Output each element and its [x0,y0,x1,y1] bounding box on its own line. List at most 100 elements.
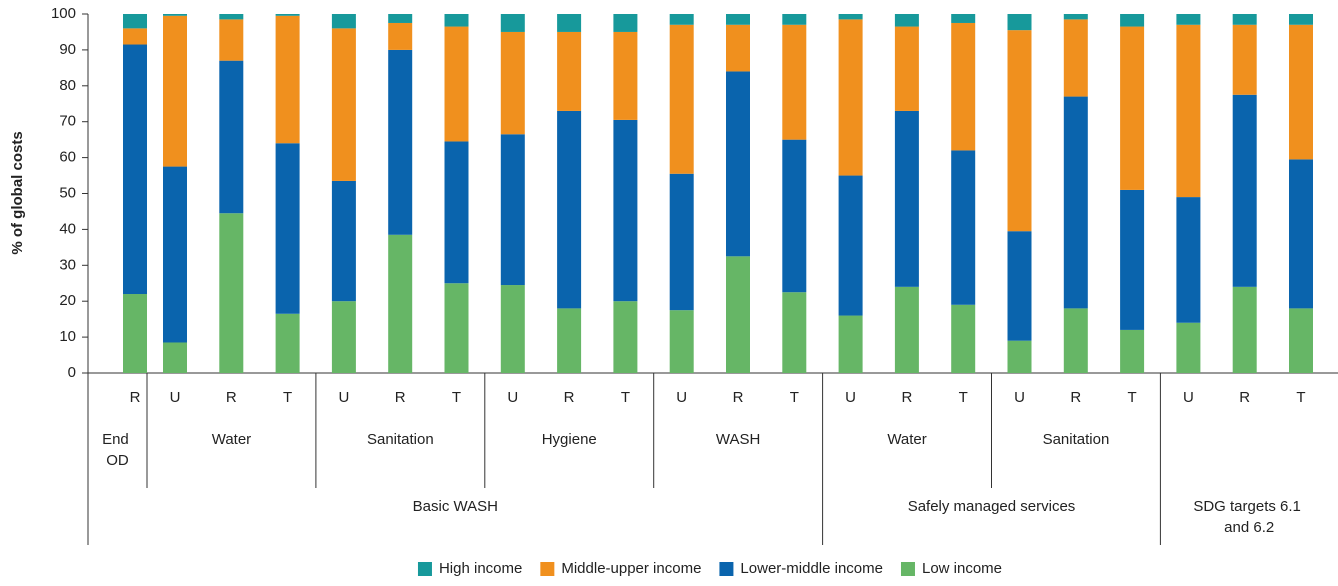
bar-segment [388,234,413,373]
bar-segment [1232,14,1257,25]
bar-segment [1289,24,1313,160]
bar-segment [500,31,525,135]
legend-swatch [719,562,734,576]
bar-segment [123,14,147,29]
bar-segment [613,14,638,32]
legend-swatch [417,562,432,576]
x-tick-label: U [507,389,518,406]
bar-segment [894,14,919,27]
bar-segment [782,292,807,373]
x-tick-label: T [283,389,292,406]
x-tick-label: U [170,389,181,406]
bar-segment [1232,24,1257,95]
x-tick-label: T [1296,389,1305,406]
bar-segment [444,141,469,284]
bar-segment [219,60,244,214]
bar-segment [123,294,147,373]
bar-segment [388,14,413,23]
bar-segment [1176,322,1201,373]
bar-segment [669,173,694,311]
bar-segment [219,14,244,20]
y-tick-label: 0 [68,364,76,381]
y-tick-label: 50 [59,184,76,201]
legend-label: Middle-upper income [561,560,701,577]
bar-segment [275,14,300,16]
y-tick-label: 80 [59,77,76,94]
bar-segment [557,14,582,32]
bar-segment [163,166,187,343]
bar-segment [1232,94,1257,287]
bar-segment [219,213,244,373]
x-tick-label: R [1070,389,1081,406]
x-tick-label: R [130,389,141,406]
bar-segment [782,14,807,25]
bar-segment [557,31,582,111]
x-tick-label: T [1128,389,1137,406]
x-tick-label: R [733,389,744,406]
bar-segment [1007,231,1032,341]
bar-segment [163,14,187,16]
y-tick-label: 70 [59,113,76,130]
bar-segment [331,180,356,302]
bar-segment [1176,197,1201,323]
bar-segment [1232,286,1257,373]
group-label: SDG targets 6.1 and 6.2 [1193,498,1305,536]
bar-segment [894,286,919,373]
x-tick-label: U [676,389,687,406]
bar-segment [726,14,750,25]
bar-segment [388,22,413,50]
group-label: WASH [716,431,760,448]
group-label: Sanitation [367,431,434,448]
bar-segment [1007,30,1032,232]
bar-segment [388,49,413,235]
bar-segment [1120,189,1145,330]
bar-segment [838,315,863,373]
bar-segment [331,28,356,181]
bar-segment [1120,14,1145,27]
bar-segment [782,139,807,293]
bar-segment [669,310,694,373]
bar-segment [275,15,300,144]
y-tick-label: 90 [59,41,76,58]
bar-segment [1063,19,1088,97]
group-label: Safely managed services [908,498,1076,515]
bar-segment [123,44,147,295]
bar-segment [669,24,694,174]
bar-segment [1063,14,1088,20]
x-tick-label: T [621,389,630,406]
x-tick-label: U [1014,389,1025,406]
y-tick-label: 100 [51,5,76,22]
bar-segment [1007,340,1032,373]
y-tick-label: 60 [59,149,76,166]
legend-swatch [900,562,915,576]
bar-segment [1289,14,1313,25]
legend-label: Low income [922,560,1002,577]
x-tick-label: U [338,389,349,406]
x-tick-label: R [901,389,912,406]
bar-segment [951,150,976,305]
bar-segment [726,71,750,257]
group-label: Sanitation [1043,431,1110,448]
bar-segment [1120,26,1145,190]
group-label: Hygiene [542,431,597,448]
bar-segment [726,256,750,373]
bar-segment [894,26,919,111]
bar-segment [444,26,469,142]
group-label: Water [887,431,926,448]
y-tick-label: 40 [59,220,76,237]
x-tick-label: R [564,389,575,406]
legend-swatch [540,562,555,576]
bar-segment [163,15,187,167]
bar-segment [782,24,807,140]
bar-segment [1063,96,1088,309]
bar-segment [726,24,750,72]
bar-segment [951,22,976,151]
bar-segment [219,19,244,61]
bar-segment [444,14,469,27]
x-tick-label: T [790,389,799,406]
bar-segment [613,119,638,302]
x-tick-label: R [226,389,237,406]
y-axis-label: % of global costs [9,131,26,254]
bar-segment [838,19,863,176]
